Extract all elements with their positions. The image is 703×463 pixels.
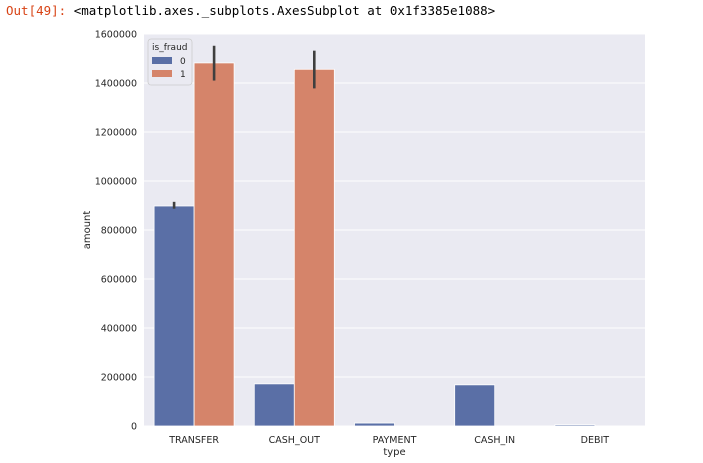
y-axis-title: amount: [82, 211, 93, 250]
y-tick-label: 800000: [101, 226, 137, 237]
y-tick-label: 600000: [101, 275, 137, 286]
legend-swatch-fraud-1: [152, 70, 172, 77]
x-tick-label: PAYMENT: [373, 435, 417, 446]
output-line: Out[49]: <matplotlib.axes._subplots.Axes…: [6, 2, 495, 20]
output-prompt: Out[49]:: [6, 3, 67, 18]
y-tick-label: 200000: [101, 373, 137, 384]
x-tick-label: CASH_IN: [474, 435, 515, 446]
y-tick-label: 1400000: [95, 79, 137, 90]
legend-label-fraud-1: 1: [180, 70, 186, 80]
bar-transfer-fraud-1: [193, 62, 235, 427]
x-axis-title: type: [383, 447, 405, 458]
x-tick-label: CASH_OUT: [269, 435, 320, 446]
bar-cash_out-fraud-1: [293, 68, 335, 427]
bar-cash_in-fraud-0: [454, 384, 496, 427]
legend-label-fraud-0: 0: [180, 57, 186, 67]
x-tick-label: DEBIT: [581, 435, 610, 446]
x-tick-label: TRANSFER: [168, 435, 219, 446]
legend-swatch-fraud-0: [152, 57, 172, 64]
y-tick-label: 1600000: [95, 30, 137, 41]
bar-transfer-fraud-0: [153, 205, 195, 427]
bar-cash_out-fraud-0: [253, 383, 295, 427]
bar-debit-fraud-0: [554, 424, 596, 427]
y-tick-label: 1200000: [95, 128, 137, 139]
bar-payment-fraud-0: [354, 422, 395, 427]
y-tick-label: 0: [131, 422, 137, 433]
y-tick-label: 1000000: [95, 177, 137, 188]
y-tick-label: 400000: [101, 324, 137, 335]
legend-title: is_fraud: [152, 43, 188, 53]
output-text: <matplotlib.axes._subplots.AxesSubplot a…: [73, 3, 496, 18]
